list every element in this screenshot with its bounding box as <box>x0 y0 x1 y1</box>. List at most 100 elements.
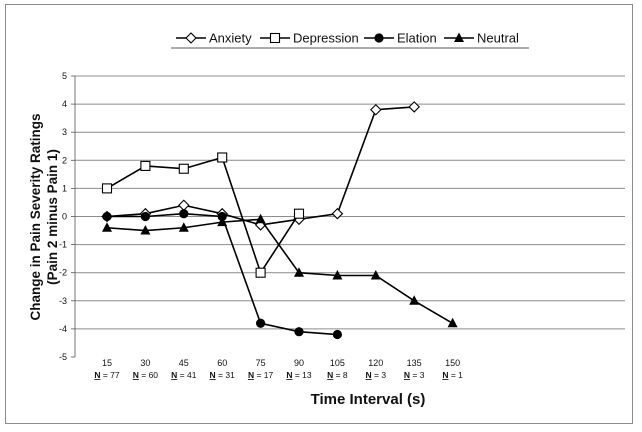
legend-label: Neutral <box>477 31 519 46</box>
circle-marker <box>294 327 304 337</box>
diamond-marker <box>370 103 382 116</box>
y-tick-label: -1 <box>59 240 67 250</box>
circle-marker <box>256 318 266 328</box>
circle-marker <box>179 209 189 219</box>
triangle-marker <box>409 295 420 305</box>
sample-size-label: N = 41 <box>171 370 197 380</box>
x-tick-label: 135 <box>407 358 422 368</box>
sample-size-label: N = 3 <box>366 370 387 380</box>
y-tick-label: -4 <box>59 324 67 334</box>
sample-size-label: N = 8 <box>327 370 348 380</box>
sample-size-value: = 60 <box>139 370 158 380</box>
y-tick-label: 3 <box>62 127 67 137</box>
grid-lines <box>75 75 625 330</box>
series-line <box>107 212 338 336</box>
square-marker <box>269 32 281 44</box>
sample-size-n: N <box>248 370 254 380</box>
square-marker <box>178 163 189 174</box>
x-tick-label: 90 <box>294 358 304 368</box>
sample-size-value: = 31 <box>216 370 235 380</box>
square-marker <box>140 160 151 171</box>
sample-size-n: N <box>366 370 372 380</box>
triangle-marker <box>140 225 151 235</box>
y-axis-title-line1: Change in Pain Severity Ratings <box>28 113 43 320</box>
sample-size-n: N <box>133 370 139 380</box>
legend-label: Elation <box>397 31 437 46</box>
square-marker <box>255 267 266 278</box>
sample-size-label: N = 31 <box>210 370 236 380</box>
series-line <box>106 156 300 275</box>
sample-size-value: = 1 <box>448 370 463 380</box>
y-tick-label: -5 <box>59 352 67 362</box>
circle-marker <box>102 211 112 222</box>
diamond-marker <box>331 207 344 220</box>
sample-size-n: N <box>327 370 333 380</box>
sample-size-n: N <box>94 370 100 380</box>
triangle-marker <box>255 213 266 224</box>
triangle-marker <box>217 216 228 227</box>
series-lines <box>101 101 458 340</box>
square-marker <box>293 208 305 219</box>
x-tick-label: 75 <box>256 358 266 368</box>
sample-size-label: N = 1 <box>442 370 463 380</box>
legend-item-depression: Depression <box>260 31 359 46</box>
sample-size-value: = 3 <box>410 370 425 380</box>
sample-size-label: N = 60 <box>133 370 159 380</box>
sample-size-n: N <box>171 370 177 380</box>
x-tick-label: 120 <box>368 358 383 368</box>
x-tick-label: 60 <box>217 358 227 368</box>
legend-item-anxiety: Anxiety <box>176 31 252 46</box>
sample-size-label: N = 77 <box>94 370 120 380</box>
diamond-marker <box>185 32 197 44</box>
y-tick-label: 0 <box>62 212 67 222</box>
x-tick-label: 30 <box>140 358 150 368</box>
x-axis-title: Time Interval (s) <box>311 391 426 408</box>
series-neutral <box>102 213 458 328</box>
sample-size-label: N = 13 <box>286 370 312 380</box>
triangle-marker <box>294 267 304 277</box>
sample-size-label: N = 17 <box>248 370 274 380</box>
x-tick-label: 150 <box>445 358 460 368</box>
square-marker <box>217 152 228 163</box>
y-tick-label: -2 <box>59 268 67 278</box>
sample-size-value: = 17 <box>254 370 273 380</box>
triangle-marker <box>178 222 189 232</box>
legend: Anxiety Depression Elation Neutral <box>171 29 529 49</box>
sample-size-value: = 3 <box>372 370 387 380</box>
square-marker <box>101 183 113 194</box>
triangle-marker <box>102 222 112 232</box>
triangle-marker <box>447 317 458 328</box>
diamond-marker <box>408 101 420 113</box>
circle-marker <box>374 33 384 43</box>
sample-size-value: = 41 <box>177 370 196 380</box>
x-tick-label: 105 <box>330 358 345 368</box>
sample-size-value: = 8 <box>333 370 348 380</box>
diamond-marker <box>178 199 190 212</box>
legend-item-neutral: Neutral <box>444 31 519 46</box>
y-tick-label: 1 <box>62 183 67 193</box>
sample-size-n: N <box>442 370 448 380</box>
series-elation <box>102 209 342 340</box>
circle-marker <box>217 211 227 222</box>
series-line <box>106 218 454 324</box>
sample-size-n: N <box>210 370 216 380</box>
legend-box <box>171 29 529 48</box>
legend-item-elation: Elation <box>364 31 437 46</box>
y-tick-label: 5 <box>62 71 67 81</box>
y-axis-title-line2: (Pain 2 minus Pain 1) <box>45 149 60 285</box>
sample-size-value: = 13 <box>292 370 311 380</box>
triangle-marker <box>370 270 381 280</box>
sample-size-n: N <box>404 370 410 380</box>
circle-marker <box>140 211 150 222</box>
triangle-marker <box>332 270 343 280</box>
series-depression <box>101 152 305 278</box>
y-tick-label: 4 <box>62 99 67 109</box>
x-tick-label: 15 <box>102 358 112 368</box>
sample-size-n: N <box>286 370 292 380</box>
y-tick-label: -3 <box>59 296 67 306</box>
x-tick-label: 45 <box>179 358 189 368</box>
legend-label: Anxiety <box>209 31 252 46</box>
sample-size-label: N = 3 <box>404 370 425 380</box>
